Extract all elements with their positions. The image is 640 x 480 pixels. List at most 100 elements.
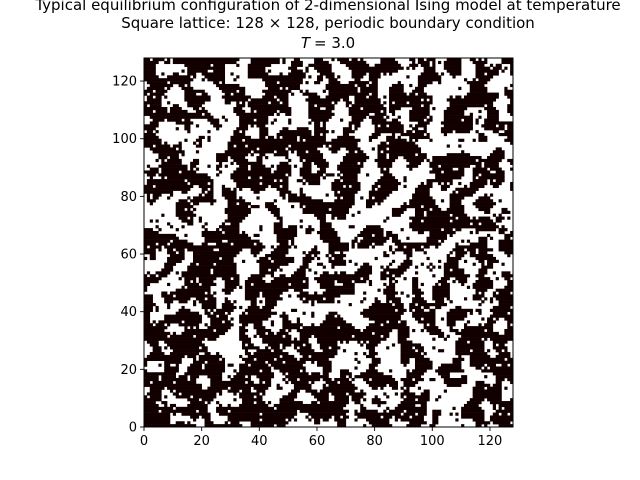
spin-down-cell: [216, 409, 228, 413]
spin-down-cell: [282, 135, 298, 140]
spin-down-cell: [507, 254, 511, 258]
spin-down-cell: [144, 141, 162, 145]
spin-down-cell: [285, 156, 289, 160]
spin-down-cell: [380, 170, 390, 174]
spin-down-cell: [216, 401, 220, 405]
spin-down-cell: [475, 72, 485, 76]
spin-down-cell: [461, 334, 514, 338]
spin-down-cell: [371, 147, 375, 151]
spin-down-cell: [510, 311, 514, 315]
spin-down-cell: [345, 184, 349, 189]
spin-down-cell: [440, 130, 453, 134]
spin-down-cell: [190, 181, 208, 186]
spin-down-cell: [342, 98, 349, 102]
spin-down-cell: [420, 392, 430, 396]
spin-down-cell: [383, 334, 390, 338]
spin-down-cell: [458, 337, 482, 341]
spin-down-cell: [239, 366, 272, 370]
spin-down-cell: [204, 112, 211, 116]
spin-down-cell: [311, 323, 315, 327]
spin-down-cell: [484, 193, 488, 197]
spin-down-cell: [510, 112, 514, 116]
y-tick-label: 20: [120, 363, 137, 378]
spin-down-cell: [259, 377, 272, 382]
spin-down-cell: [412, 300, 427, 304]
spin-down-cell: [389, 86, 404, 91]
x-tick-label: 60: [309, 434, 326, 449]
spin-down-cell: [308, 109, 332, 114]
spin-down-cell: [443, 66, 462, 70]
spin-down-cell: [504, 130, 514, 134]
spin-down-cell: [175, 228, 179, 232]
spin-down-cell: [256, 349, 272, 353]
spin-down-cell: [406, 254, 413, 258]
spin-down-cell: [195, 167, 200, 171]
spin-down-cell: [414, 138, 419, 142]
spin-down-cell: [478, 138, 488, 142]
spin-down-cell: [504, 89, 514, 93]
spin-down-cell: [239, 118, 254, 122]
chart-title-line-2: Square lattice: 128 × 128, periodic boun…: [121, 14, 535, 32]
spin-down-cell: [351, 104, 384, 108]
spin-down-cell: [178, 251, 185, 255]
spin-down-cell: [253, 233, 260, 238]
spin-down-cell: [368, 72, 381, 76]
spin-down-cell: [144, 187, 191, 191]
spin-down-cell: [397, 115, 401, 119]
spin-down-cell: [149, 245, 162, 249]
spin-down-cell: [391, 118, 398, 122]
spin-down-cell: [224, 285, 237, 289]
spin-down-cell: [351, 213, 355, 217]
spin-down-cell: [161, 409, 197, 413]
spin-down-cell: [144, 320, 151, 324]
spin-down-cell: [414, 366, 433, 370]
spin-down-cell: [461, 424, 465, 428]
spin-down-cell: [279, 369, 300, 373]
spin-down-cell: [438, 334, 445, 338]
spin-down-cell: [383, 291, 398, 295]
spin-down-cell: [498, 124, 505, 128]
spin-down-cell: [440, 317, 445, 321]
spin-down-cell: [319, 228, 335, 232]
spin-down-cell: [469, 354, 491, 359]
spin-down-cell: [144, 424, 197, 428]
spin-down-cell: [273, 259, 295, 263]
spin-down-cell: [391, 259, 396, 263]
spin-down-cell: [247, 75, 306, 79]
spin-down-cell: [198, 219, 202, 223]
spin-down-cell: [498, 352, 511, 356]
spin-down-cell: [492, 372, 514, 376]
x-tick-label: 40: [251, 434, 268, 449]
spin-down-cell: [247, 343, 254, 347]
spin-down-cell: [389, 271, 404, 275]
spin-down-cell: [443, 271, 465, 275]
spin-down-cell: [412, 291, 424, 295]
spin-down-cell: [510, 98, 514, 102]
spin-down-cell: [242, 130, 246, 134]
spin-down-cell: [311, 392, 329, 396]
spin-down-cell: [276, 383, 280, 387]
spin-down-cell: [475, 75, 494, 79]
spin-down-cell: [302, 92, 318, 96]
spin-down-cell: [201, 242, 208, 246]
spin-down-cell: [250, 424, 275, 428]
spin-down-cell: [334, 199, 355, 203]
spin-down-cell: [158, 242, 168, 246]
spin-down-cell: [239, 317, 269, 321]
spin-down-cell: [412, 369, 427, 373]
spin-down-cell: [440, 184, 450, 189]
spin-down-cell: [270, 274, 275, 278]
spin-down-cell: [259, 380, 263, 385]
spin-down-cell: [449, 233, 453, 238]
spin-down-cell: [207, 190, 214, 194]
spin-down-cell: [253, 190, 260, 194]
spin-down-cell: [207, 314, 217, 318]
spin-down-cell: [167, 256, 185, 261]
spin-down-cell: [210, 121, 220, 125]
spin-down-cell: [487, 398, 502, 402]
spin-down-cell: [475, 288, 488, 292]
spin-down-cell: [495, 216, 505, 220]
spin-down-cell: [426, 236, 447, 240]
spin-down-cell: [510, 161, 514, 165]
